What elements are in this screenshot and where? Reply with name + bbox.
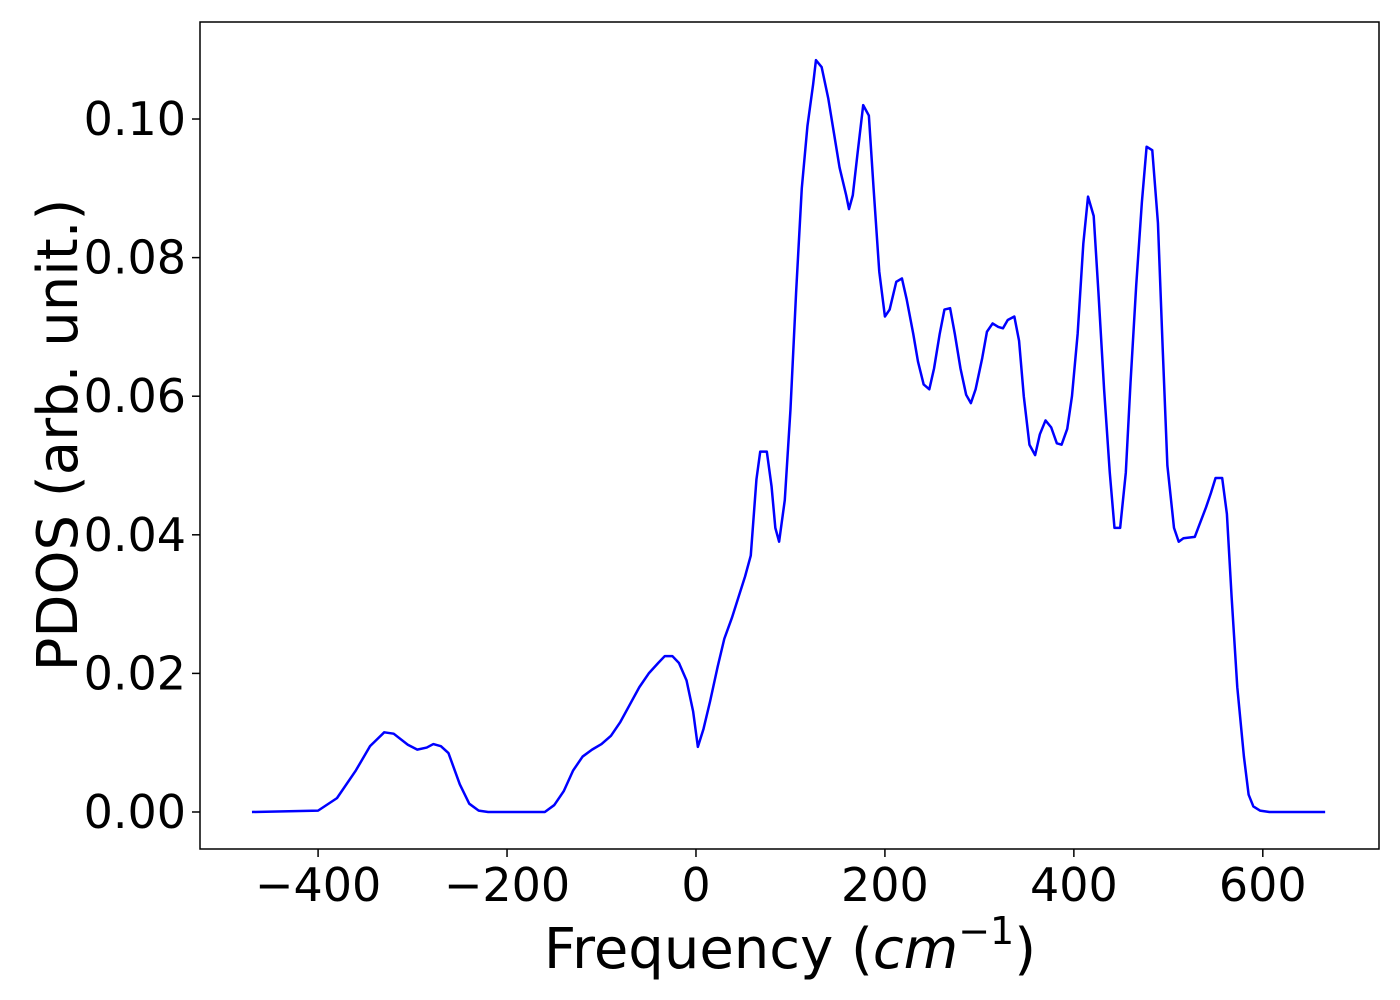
y-tick-label: 0.08 xyxy=(84,231,186,285)
x-tick-label: 0 xyxy=(681,858,710,912)
x-tick-label: 400 xyxy=(1030,858,1118,912)
x-tick-label: −200 xyxy=(444,858,570,912)
data-line xyxy=(251,58,1326,814)
x-label-close: ) xyxy=(1014,917,1036,982)
y-axis-label: PDOS (arb. unit.) xyxy=(26,199,91,672)
x-axis-label: Frequency (cm−1) xyxy=(544,909,1036,982)
y-tick-label: 0.02 xyxy=(84,646,186,700)
y-tick-label: 0.06 xyxy=(84,369,186,423)
y-tick-label: 0.00 xyxy=(84,785,186,839)
plot-frame xyxy=(199,21,1380,850)
x-tick-label: −400 xyxy=(255,858,381,912)
x-tick-label: 600 xyxy=(1219,858,1307,912)
x-label-text: Frequency ( xyxy=(544,917,873,982)
x-label-exponent: −1 xyxy=(958,909,1014,953)
x-label-unit: cm xyxy=(873,917,958,982)
y-tick-label: 0.04 xyxy=(84,508,186,562)
y-tick-label: 0.10 xyxy=(84,92,186,146)
x-tick-label: 200 xyxy=(841,858,929,912)
